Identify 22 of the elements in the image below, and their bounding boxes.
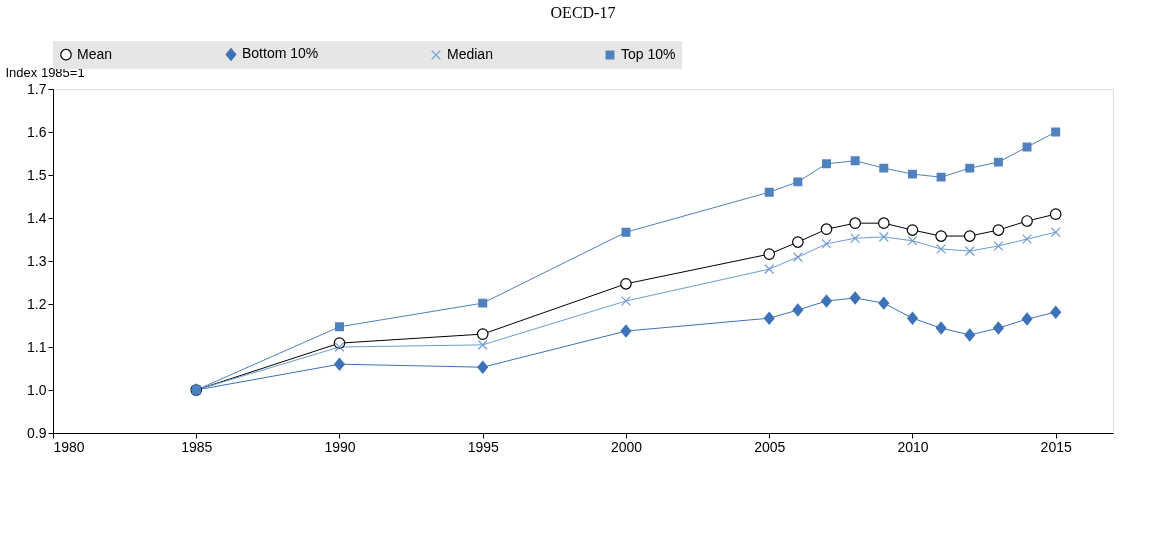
y-tick-label: 1.7	[27, 80, 47, 97]
chart-title: OECD-17	[550, 4, 616, 21]
y-tick-label: 1.0	[27, 381, 47, 398]
x-tick-label: 2010	[897, 438, 929, 455]
y-tick-label: 1.2	[27, 295, 47, 312]
x-tick-label: 1985	[181, 438, 213, 455]
x-tick-label: 2005	[754, 438, 786, 455]
x-tick-label: 1980	[53, 438, 85, 455]
y-tick-label: 1.6	[27, 123, 47, 140]
y-tick-label: 0.9	[27, 424, 47, 441]
y-tick-label: 1.5	[27, 166, 47, 183]
x-tick-label: 2015	[1040, 438, 1072, 455]
y-tick-label: 1.4	[27, 209, 47, 226]
y-tick-label: 1.3	[27, 252, 47, 269]
x-tick-label: 1995	[467, 438, 500, 455]
y-tick-label: 1.1	[27, 338, 47, 355]
legend-label: Mean	[77, 45, 113, 62]
legend-label: Median	[447, 46, 493, 62]
x-tick-label: 2000	[610, 438, 643, 455]
legend-label: Bottom 10%	[242, 45, 319, 62]
x-tick-label: 1990	[324, 438, 356, 455]
legend-label: Top 10%	[621, 46, 676, 62]
